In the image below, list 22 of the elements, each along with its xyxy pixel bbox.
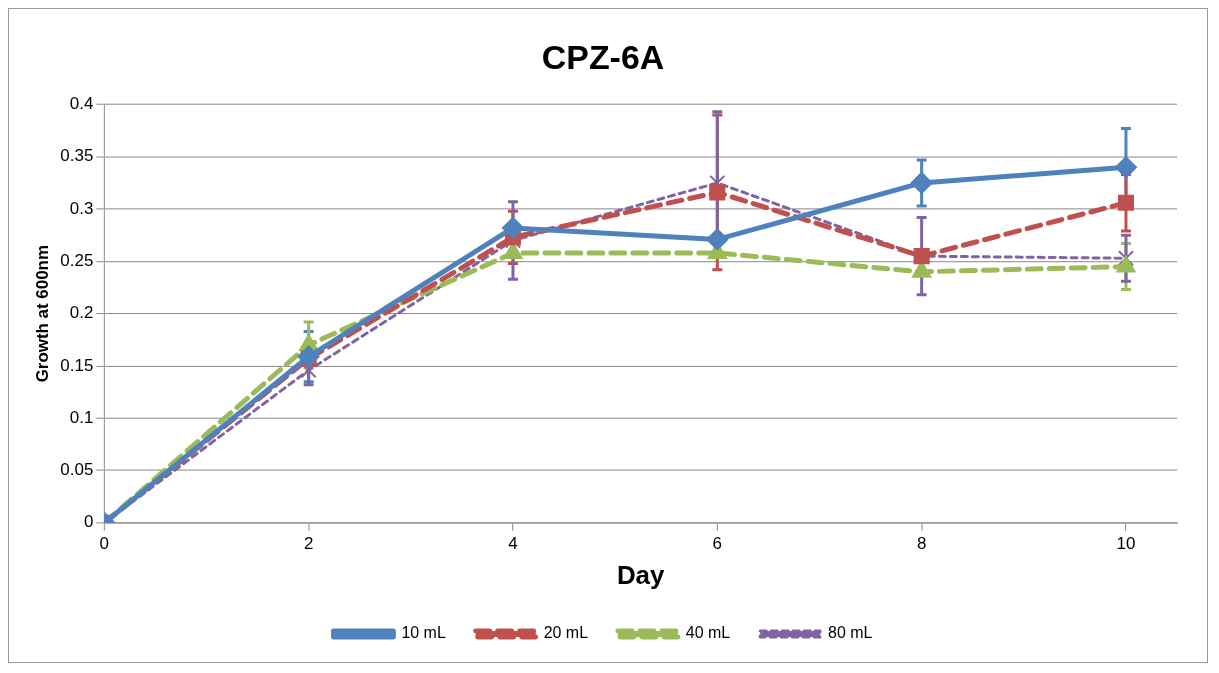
x-tick-label: 4 <box>508 533 518 553</box>
x-tick-label: 6 <box>712 533 723 553</box>
y-tick-label: 0.15 <box>60 355 94 375</box>
x-tick-label: 2 <box>303 533 314 553</box>
x-tick-label: 10 <box>1116 533 1136 553</box>
y-tick-label: 0.25 <box>60 251 94 271</box>
legend-label: 10 mL <box>401 624 446 642</box>
y-tick-label: 0.2 <box>69 303 94 323</box>
chart-title: CPZ-6A <box>541 37 665 76</box>
y-tick-label: 0.3 <box>69 198 94 218</box>
legend-label: 20 mL <box>543 624 589 642</box>
y-axis-title: Growth at 600nm <box>32 245 52 383</box>
legend-label: 80 mL <box>828 624 873 642</box>
x-tick-label: 8 <box>916 533 927 553</box>
y-tick-label: 0.1 <box>69 407 94 427</box>
legend-label: 40 mL <box>685 624 731 642</box>
y-tick-label: 0.4 <box>69 94 94 114</box>
y-tick-label: 0.35 <box>60 146 94 166</box>
x-axis-title: Day <box>616 560 666 589</box>
y-tick-label: 0 <box>83 512 94 532</box>
x-tick-label: 0 <box>99 533 110 553</box>
y-tick-label: 0.05 <box>60 460 94 480</box>
